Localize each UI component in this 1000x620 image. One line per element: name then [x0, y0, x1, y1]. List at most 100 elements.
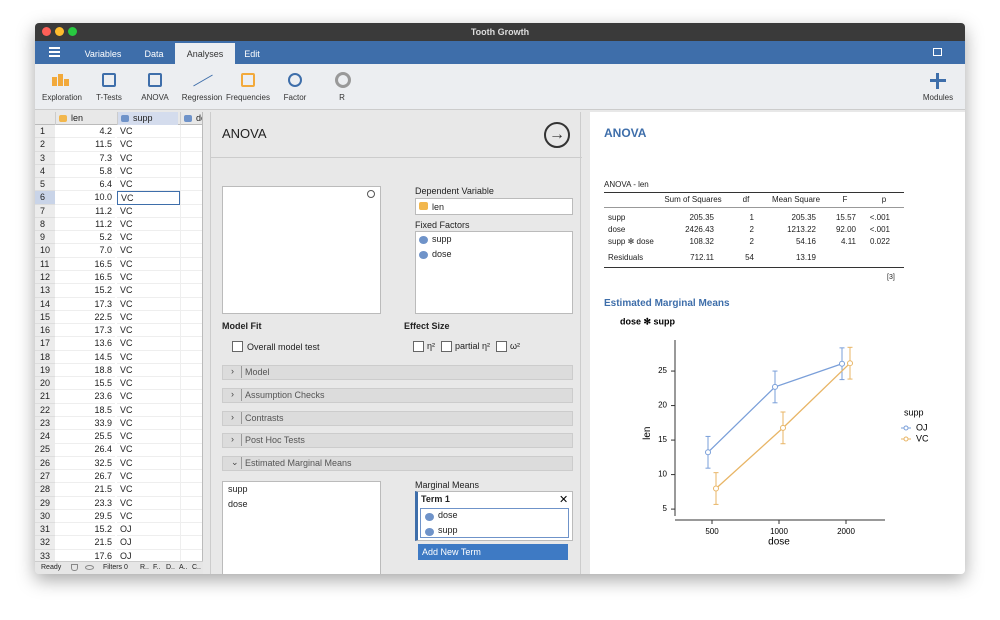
cell[interactable]: 7.0	[55, 244, 115, 258]
cell[interactable]: 5.8	[55, 165, 115, 179]
minimize-button[interactable]	[55, 27, 64, 36]
window-controls[interactable]	[933, 48, 942, 56]
toolbar-icon[interactable]	[145, 71, 165, 89]
checkbox[interactable]	[496, 341, 507, 352]
toolbar-label[interactable]: ANOVA	[141, 93, 169, 102]
cell[interactable]: 26.7	[55, 470, 115, 484]
cell[interactable]: VC	[117, 377, 180, 391]
dependent-box[interactable]	[415, 198, 573, 215]
collapsible-section[interactable]	[222, 456, 573, 472]
collapsible-section[interactable]	[222, 387, 573, 403]
column-header[interactable]	[117, 112, 178, 125]
cell[interactable]	[180, 377, 202, 391]
add-term-button[interactable]: Add New Term	[418, 544, 568, 560]
cell[interactable]	[180, 310, 202, 325]
cell[interactable]	[180, 470, 202, 484]
cell[interactable]: VC	[117, 165, 180, 179]
run-button[interactable]: →	[544, 122, 570, 148]
cell[interactable]	[180, 523, 202, 537]
filter-icon[interactable]	[71, 564, 78, 571]
checkbox-label[interactable]: Overall model test	[247, 342, 320, 352]
checkbox-label[interactable]: ω²	[510, 341, 521, 351]
cell[interactable]: 21.5	[55, 483, 115, 497]
cell[interactable]: 18.8	[55, 364, 115, 378]
cell[interactable]	[180, 324, 202, 338]
cell[interactable]: 23.6	[55, 390, 115, 404]
cell[interactable]: VC	[117, 443, 180, 457]
cell[interactable]: VC	[117, 191, 180, 205]
cell[interactable]: VC	[117, 497, 180, 510]
checkbox[interactable]	[413, 341, 424, 352]
cell[interactable]: VC	[117, 244, 180, 258]
cell[interactable]	[180, 125, 202, 139]
cell[interactable]: VC	[117, 364, 180, 378]
cell[interactable]	[180, 138, 202, 152]
cell[interactable]: VC	[117, 258, 180, 271]
column-header[interactable]	[180, 112, 202, 125]
cell[interactable]: VC	[117, 152, 180, 165]
cell[interactable]: VC	[117, 284, 180, 298]
variable-list[interactable]	[222, 186, 381, 314]
column-header[interactable]	[55, 112, 115, 125]
available-list[interactable]	[222, 481, 381, 574]
toolbar-icon[interactable]	[192, 71, 213, 89]
cell[interactable]: VC	[117, 205, 180, 218]
cell[interactable]: 17.3	[55, 324, 115, 338]
cell[interactable]	[180, 204, 202, 218]
cell[interactable]: VC	[117, 218, 180, 232]
cell[interactable]	[180, 403, 202, 417]
cell[interactable]: VC	[117, 390, 180, 404]
collapsible-section[interactable]	[222, 433, 573, 449]
toolbar-label[interactable]: R	[339, 93, 345, 102]
modules-label[interactable]: Modules	[922, 93, 954, 102]
eye-icon[interactable]	[85, 565, 94, 570]
toolbar-label[interactable]: Exploration	[41, 93, 83, 102]
cell[interactable]	[180, 496, 202, 510]
cell[interactable]	[180, 231, 202, 245]
cell[interactable]: 11.2	[55, 218, 115, 232]
cell[interactable]: 15.2	[55, 523, 115, 537]
cell[interactable]	[180, 191, 202, 205]
cell[interactable]	[180, 297, 202, 311]
search-icon[interactable]	[367, 190, 375, 198]
cell[interactable]: 33.9	[55, 417, 115, 431]
menu-tab[interactable]: Edit	[244, 49, 260, 59]
cell[interactable]: VC	[117, 311, 180, 325]
checkbox-label[interactable]: η²	[427, 341, 436, 351]
term-box[interactable]	[415, 491, 573, 541]
checkbox[interactable]	[441, 341, 452, 352]
cell[interactable]: VC	[117, 457, 180, 471]
cell[interactable]: VC	[117, 430, 180, 444]
cell[interactable]: VC	[117, 324, 180, 338]
cell[interactable]	[180, 350, 202, 364]
factor-var[interactable]: supp	[432, 234, 452, 244]
remove-term[interactable]: ✕	[559, 494, 569, 506]
cell[interactable]	[180, 337, 202, 351]
cell[interactable]	[180, 416, 202, 431]
cell[interactable]: 15.5	[55, 377, 115, 391]
dependent-var[interactable]: len	[432, 202, 445, 212]
cell[interactable]	[180, 363, 202, 378]
cell[interactable]: 21.5	[55, 536, 115, 550]
collapsible-section[interactable]	[222, 410, 573, 426]
cell[interactable]: VC	[117, 125, 180, 139]
close-button[interactable]	[42, 27, 51, 36]
cell[interactable]: 16.5	[55, 271, 115, 285]
menu-tab[interactable]: Variables	[84, 49, 122, 59]
cell[interactable]	[180, 244, 202, 258]
cell[interactable]: VC	[117, 470, 180, 484]
toolbar-label[interactable]: Factor	[283, 93, 307, 102]
toolbar-icon[interactable]	[332, 71, 352, 89]
cell[interactable]	[180, 284, 202, 298]
toolbar-icon[interactable]	[285, 71, 305, 89]
menu-tab[interactable]: Analyses	[175, 43, 235, 64]
term-items[interactable]	[420, 508, 569, 538]
cell[interactable]: 14.5	[55, 351, 115, 364]
cell[interactable]: VC	[117, 231, 180, 245]
cell[interactable]	[180, 178, 202, 192]
collapsible-section[interactable]	[222, 365, 573, 380]
term-var[interactable]: supp	[438, 525, 458, 535]
cell[interactable]	[180, 430, 202, 444]
cell[interactable]	[180, 456, 202, 471]
cell[interactable]	[180, 509, 202, 524]
